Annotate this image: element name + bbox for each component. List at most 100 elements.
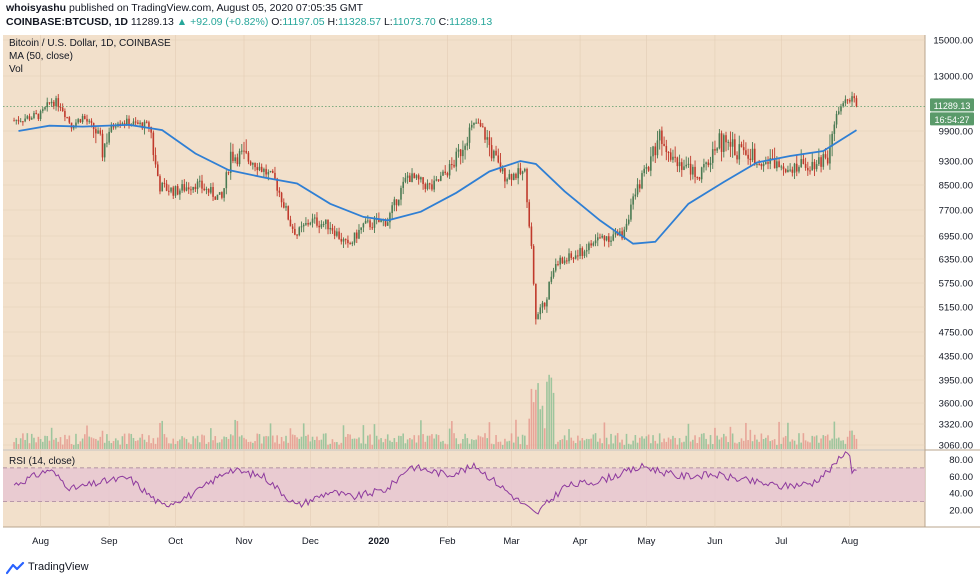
volume-bar xyxy=(165,437,168,449)
candle-body xyxy=(327,219,329,230)
x-tick-label: Apr xyxy=(573,536,588,547)
rsi-tick-label: 80.00 xyxy=(949,455,973,466)
candle-body xyxy=(249,161,252,165)
x-tick-label: Feb xyxy=(439,536,455,547)
volume-bar xyxy=(64,434,66,449)
candle-body xyxy=(289,219,292,227)
volume-bar xyxy=(285,435,287,449)
volume-bar xyxy=(269,423,272,449)
candle-body xyxy=(55,98,57,107)
volume-bar xyxy=(358,437,360,449)
candle-body xyxy=(176,186,179,195)
candle-body xyxy=(247,152,250,162)
volume-bar xyxy=(784,435,787,449)
volume-bar xyxy=(22,433,24,449)
candle-body xyxy=(435,179,438,181)
volume-bar xyxy=(658,433,661,449)
candle-body xyxy=(442,171,444,176)
volume-bar xyxy=(400,436,402,449)
volume-bar xyxy=(364,443,367,449)
candle-body xyxy=(475,122,477,124)
close-label: C: xyxy=(438,16,450,28)
volume-bar xyxy=(464,433,466,449)
candle-body xyxy=(362,223,365,228)
candle-body xyxy=(678,162,681,167)
candle-body xyxy=(378,218,380,223)
candle-body xyxy=(79,119,82,123)
candle-body xyxy=(347,239,349,244)
volume-bar xyxy=(145,442,148,449)
candle-body xyxy=(740,144,743,148)
volume-bar xyxy=(616,433,619,449)
candle-body xyxy=(174,186,177,196)
volume-bar xyxy=(552,392,555,449)
candle-body xyxy=(48,102,51,104)
volume-bar xyxy=(28,443,31,449)
candle-body xyxy=(700,167,703,180)
volume-bar xyxy=(187,442,190,449)
candle-body xyxy=(692,166,694,175)
candle-body xyxy=(470,124,473,128)
author-name[interactable]: whoisyashu xyxy=(6,2,67,14)
candle-body xyxy=(718,133,721,149)
volume-bar xyxy=(406,439,409,449)
candle-body xyxy=(402,181,404,188)
volume-bar xyxy=(75,433,77,449)
symbol-label[interactable]: COINBASE:BTCUSD, 1D xyxy=(6,16,128,28)
volume-bar xyxy=(546,381,548,449)
volume-bar xyxy=(619,442,621,449)
volume-bar xyxy=(709,435,712,449)
brand-label[interactable]: TradingView xyxy=(28,561,89,573)
volume-bar xyxy=(236,421,239,449)
candle-body xyxy=(731,139,734,147)
volume-bar xyxy=(229,434,232,449)
volume-bar xyxy=(88,436,91,449)
candle-body xyxy=(181,184,183,191)
volume-bar xyxy=(650,443,652,449)
volume-bar xyxy=(143,439,146,449)
candle-body xyxy=(349,243,351,245)
volume-bar xyxy=(596,441,599,449)
volume-bar xyxy=(656,443,659,449)
low-label: L: xyxy=(383,16,393,28)
candle-body xyxy=(245,150,248,153)
volume-bar xyxy=(48,440,51,449)
candle-body xyxy=(742,147,745,151)
candle-body xyxy=(720,133,723,152)
candle-body xyxy=(340,238,343,242)
candle-body xyxy=(227,172,230,174)
candle-body xyxy=(643,168,645,174)
rsi-title: RSI (14, close) xyxy=(9,456,75,467)
volume-bar xyxy=(212,440,214,449)
candle-body xyxy=(630,204,632,220)
candle-body xyxy=(826,157,829,164)
volume-bar xyxy=(126,443,128,449)
candle-body xyxy=(422,177,424,185)
chart-canvas[interactable]: 15000.00 13000.00 9900.00 9300.00 8500.00 770… xyxy=(0,30,980,556)
volume-bar xyxy=(123,433,126,449)
volume-bar xyxy=(767,435,769,449)
volume-bar xyxy=(537,383,539,449)
candle-body xyxy=(723,135,725,152)
volume-bar xyxy=(605,437,608,449)
volume-bar xyxy=(501,444,504,449)
tradingview-logo-icon[interactable] xyxy=(6,561,26,575)
volume-bar xyxy=(782,437,785,449)
candle-body xyxy=(439,175,442,181)
candle-body xyxy=(90,120,93,123)
volume-bar xyxy=(512,442,515,449)
candle-body xyxy=(590,243,592,246)
volume-bar xyxy=(216,442,219,449)
candle-body xyxy=(320,224,323,228)
candle-body xyxy=(581,248,584,256)
candle-body xyxy=(725,135,727,143)
volume-bar xyxy=(271,435,274,449)
volume-bar xyxy=(302,423,305,449)
volume-bar xyxy=(756,439,758,449)
volume-bar xyxy=(55,437,57,449)
candle-body xyxy=(484,127,486,140)
volume-bar xyxy=(103,442,106,449)
candle-body xyxy=(260,166,263,172)
candle-body xyxy=(787,169,789,173)
candle-body xyxy=(223,188,225,198)
